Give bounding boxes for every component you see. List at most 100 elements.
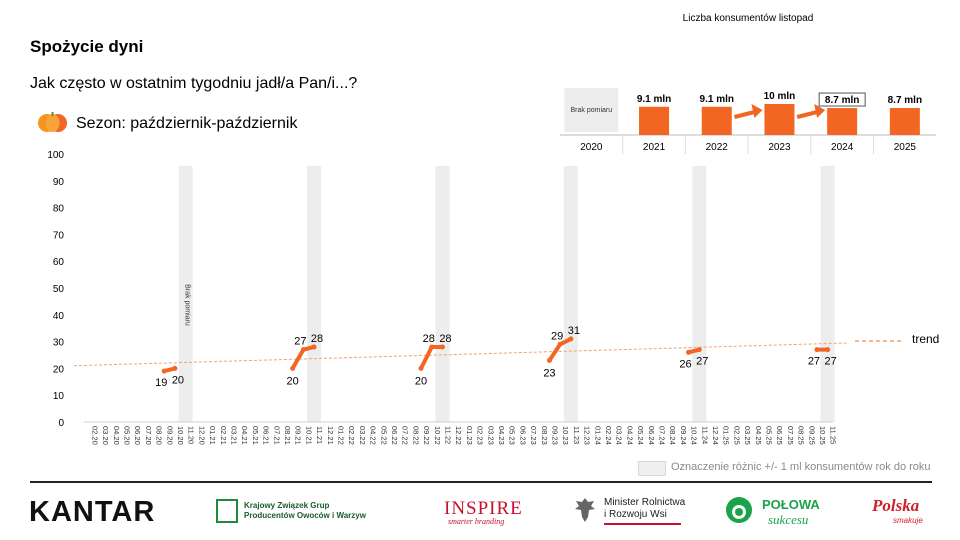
minister-line2: i Rozwoju Wsi (604, 509, 667, 520)
polowa-logo-line2: sukcesu (768, 512, 809, 527)
highlight-band (307, 166, 322, 422)
inset-x-label: 2025 (894, 142, 917, 153)
x-tick-label: 06.21 (262, 426, 271, 445)
inset-arrow-shaft (796, 110, 818, 119)
trend-line (73, 342, 849, 367)
x-tick-label: 12.21 (326, 426, 335, 445)
polowa-logo-line1: POŁOWA (762, 497, 820, 512)
data-point (557, 341, 563, 347)
kzg-logo-mark-icon (216, 499, 238, 523)
difference-legend-swatch (638, 461, 666, 476)
inset-bar (827, 108, 858, 135)
x-tick-label: 01.21 (208, 426, 217, 445)
inset-bar (639, 106, 670, 135)
polish-eagle-icon (575, 498, 595, 522)
inset-x-label: 2023 (768, 142, 791, 153)
highlight-band (435, 166, 450, 422)
y-tick-label: 40 (53, 311, 65, 322)
data-label: 27 (294, 336, 306, 348)
highlight-band (563, 166, 578, 422)
ministry-underline (604, 523, 681, 525)
x-tick-label: 06.23 (518, 426, 527, 445)
inspire-tagline: smarter branding (448, 517, 505, 526)
x-tick-label: 01.25 (722, 426, 731, 445)
data-label: 28 (439, 333, 451, 345)
x-tick-label: 09.24 (679, 426, 688, 445)
data-point (311, 344, 317, 350)
data-point (418, 365, 424, 371)
x-tick-label: 09.21 (294, 426, 303, 445)
x-tick-label: 03.21 (229, 426, 238, 445)
x-tick-label: 04.22 (369, 426, 378, 445)
x-tick-label: 06.22 (390, 426, 399, 445)
trend-legend-label: trend (912, 332, 940, 346)
x-tick-label: 01.23 (465, 426, 474, 445)
x-tick-label: 08.23 (540, 426, 549, 445)
x-tick-label: 09.23 (550, 426, 559, 445)
data-point (686, 349, 692, 355)
x-tick-label: 10.25 (818, 426, 827, 445)
data-point (172, 365, 178, 371)
x-tick-label: 09.25 (807, 426, 816, 445)
x-tick-label: 08.25 (797, 426, 806, 445)
x-tick-label: 05.24 (636, 426, 645, 445)
x-tick-label: 08.22 (411, 426, 420, 445)
x-tick-label: 02.25 (732, 426, 741, 445)
x-tick-label: 11.20 (187, 426, 196, 444)
polska-smakuje-tagline: smakuje (893, 516, 923, 525)
x-tick-label: 06.25 (775, 426, 784, 445)
x-tick-label: 08.21 (283, 426, 292, 445)
inspire-logo: INSPIRE (444, 498, 523, 519)
inset-x-label: 2022 (706, 142, 729, 153)
x-tick-label: 07.23 (529, 426, 538, 445)
x-tick-label: 07.20 (144, 426, 153, 445)
data-point (161, 368, 167, 374)
inset-x-label: 2021 (643, 142, 666, 153)
x-tick-label: 04.25 (754, 426, 763, 445)
data-point (429, 344, 435, 350)
season-label: Sezon: październik-październik (76, 115, 298, 132)
x-tick-label: 05.21 (251, 426, 260, 445)
x-tick-label: 03.24 (615, 426, 624, 445)
x-tick-label: 08.20 (155, 426, 164, 445)
data-label: 20 (172, 374, 184, 386)
x-tick-label: 12.22 (454, 426, 463, 445)
data-point (290, 365, 296, 371)
x-tick-label: 06.24 (647, 426, 656, 445)
inset-no-data-box (564, 88, 619, 132)
x-tick-label: 09.20 (165, 426, 174, 445)
x-tick-label: 10.23 (561, 426, 570, 445)
band-annotation: Brak pomiaru (184, 284, 191, 326)
x-tick-label: 08.24 (668, 426, 677, 445)
x-tick-label: 05.20 (122, 426, 131, 445)
x-tick-label: 10.20 (176, 426, 185, 445)
ministry-logo-text: Minister Rolnictwa i Rozwoju Wsi (604, 497, 685, 521)
pumpkin-icon (38, 112, 67, 132)
difference-legend-label: Oznaczenie różnic +/- 1 ml konsumentów r… (671, 461, 931, 473)
data-label: 28 (423, 333, 435, 345)
minister-line1: Minister Rolnictwa (604, 497, 686, 508)
inset-chart-title: Liczba konsumentów listopad (682, 13, 814, 24)
x-tick-label: 04.23 (497, 426, 506, 445)
data-label: 27 (825, 356, 837, 368)
inset-no-data-label: Brak pomiaru (571, 107, 613, 114)
inset-arrow-head (814, 104, 826, 118)
x-tick-label: 11.23 (572, 426, 581, 444)
inset-bar-label: 10 mln (764, 91, 796, 102)
x-tick-label: 10.21 (304, 426, 313, 445)
kzg-line2: Producentów Owoców i Warzyw (244, 511, 366, 520)
data-label: 29 (551, 330, 563, 342)
x-tick-label: 02.20 (90, 426, 99, 445)
kantar-logo: KANTAR (29, 496, 156, 528)
data-point (568, 336, 574, 342)
x-tick-label: 07.25 (786, 426, 795, 445)
x-tick-label: 03.23 (486, 426, 495, 445)
y-tick-label: 20 (53, 364, 65, 375)
x-tick-label: 01.24 (593, 426, 602, 445)
highlight-band (178, 166, 193, 422)
data-label: 31 (568, 325, 580, 337)
inset-bar-label: 8.7 mln (825, 95, 859, 106)
data-label: 23 (543, 367, 555, 379)
highlight-band (692, 166, 707, 422)
x-tick-label: 02.21 (219, 426, 228, 445)
